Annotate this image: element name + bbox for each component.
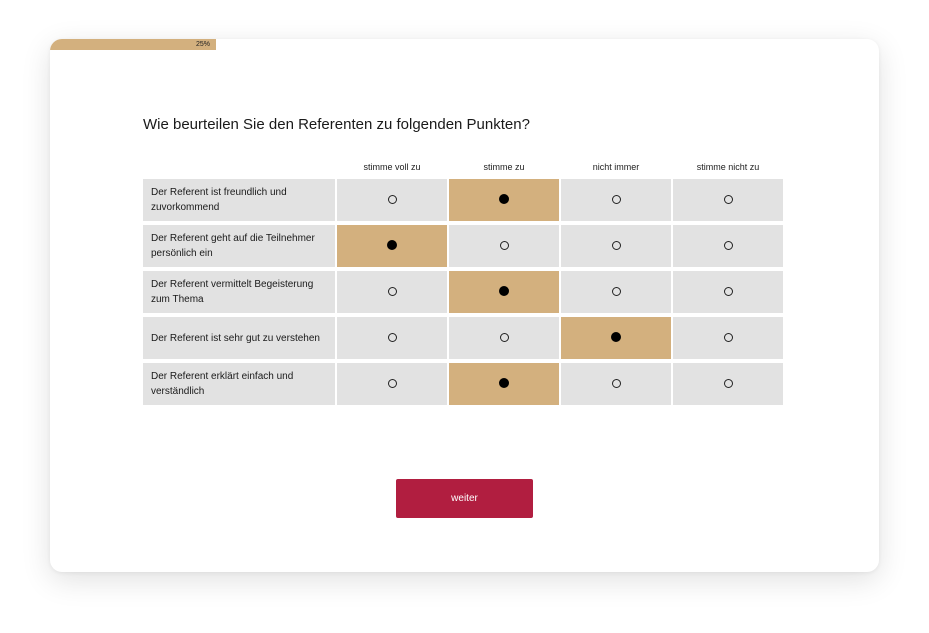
- rating-cell[interactable]: [673, 271, 783, 313]
- matrix-row: Der Referent geht auf die Teilnehmer per…: [143, 225, 783, 267]
- radio-button-checked[interactable]: [499, 378, 509, 388]
- radio-button[interactable]: [723, 195, 733, 204]
- next-button[interactable]: weiter: [396, 479, 533, 518]
- option-header-stimme-voll-zu: stimme voll zu: [363, 162, 421, 172]
- rating-cell[interactable]: [561, 317, 671, 359]
- option-header-nicht-immer: nicht immer: [592, 162, 640, 172]
- radio-button-checked[interactable]: [387, 240, 397, 250]
- rating-cell[interactable]: [561, 271, 671, 313]
- rating-cell[interactable]: [449, 363, 559, 405]
- radio-button[interactable]: [611, 287, 621, 296]
- progress-bar: 25%: [50, 39, 879, 50]
- rating-cell[interactable]: [561, 179, 671, 221]
- radio-button[interactable]: [723, 241, 733, 250]
- radio-button[interactable]: [499, 241, 509, 250]
- statement-label: Der Referent erklärt einfach und verstän…: [143, 363, 335, 405]
- rating-cell[interactable]: [673, 317, 783, 359]
- matrix-row: Der Referent ist sehr gut zu verstehen: [143, 317, 783, 359]
- statement-label: Der Referent ist freundlich und zuvorkom…: [143, 179, 335, 221]
- rating-cell[interactable]: [561, 225, 671, 267]
- statement-label: Der Referent ist sehr gut zu verstehen: [143, 317, 335, 359]
- statement-label: Der Referent vermittelt Begeisterung zum…: [143, 271, 335, 313]
- radio-button[interactable]: [387, 287, 397, 296]
- rating-matrix: stimme voll zu stimme zu nicht immer sti…: [141, 155, 785, 409]
- rating-cell[interactable]: [673, 179, 783, 221]
- radio-button[interactable]: [723, 379, 733, 388]
- radio-button[interactable]: [611, 241, 621, 250]
- rating-cell[interactable]: [337, 363, 447, 405]
- rating-cell[interactable]: [673, 225, 783, 267]
- radio-button-checked[interactable]: [499, 286, 509, 296]
- rating-cell[interactable]: [337, 225, 447, 267]
- radio-button[interactable]: [387, 333, 397, 342]
- radio-button[interactable]: [723, 333, 733, 342]
- rating-cell[interactable]: [449, 317, 559, 359]
- option-header-stimme-nicht-zu: stimme nicht zu: [696, 162, 760, 172]
- statement-column-header: [143, 159, 335, 175]
- radio-button[interactable]: [387, 195, 397, 204]
- matrix-header-row: stimme voll zu stimme zu nicht immer sti…: [143, 159, 783, 175]
- matrix-row: Der Referent ist freundlich und zuvorkom…: [143, 179, 783, 221]
- rating-cell[interactable]: [561, 363, 671, 405]
- matrix-row: Der Referent vermittelt Begeisterung zum…: [143, 271, 783, 313]
- radio-button[interactable]: [611, 379, 621, 388]
- option-header-stimme-zu: stimme zu: [483, 162, 525, 172]
- progress-fill: 25%: [50, 39, 216, 50]
- rating-cell[interactable]: [337, 179, 447, 221]
- rating-cell[interactable]: [449, 179, 559, 221]
- radio-button-checked[interactable]: [611, 332, 621, 342]
- radio-button[interactable]: [499, 333, 509, 342]
- rating-cell[interactable]: [673, 363, 783, 405]
- rating-cell[interactable]: [337, 271, 447, 313]
- statement-label: Der Referent geht auf die Teilnehmer per…: [143, 225, 335, 267]
- radio-button-checked[interactable]: [499, 194, 509, 204]
- radio-button[interactable]: [387, 379, 397, 388]
- rating-cell[interactable]: [337, 317, 447, 359]
- survey-card: 25% Wie beurteilen Sie den Referenten zu…: [50, 39, 879, 572]
- rating-cell[interactable]: [449, 271, 559, 313]
- radio-button[interactable]: [611, 195, 621, 204]
- question-title: Wie beurteilen Sie den Referenten zu fol…: [143, 116, 530, 133]
- progress-label: 25%: [195, 41, 210, 48]
- matrix-row: Der Referent erklärt einfach und verstän…: [143, 363, 783, 405]
- rating-cell[interactable]: [449, 225, 559, 267]
- radio-button[interactable]: [723, 287, 733, 296]
